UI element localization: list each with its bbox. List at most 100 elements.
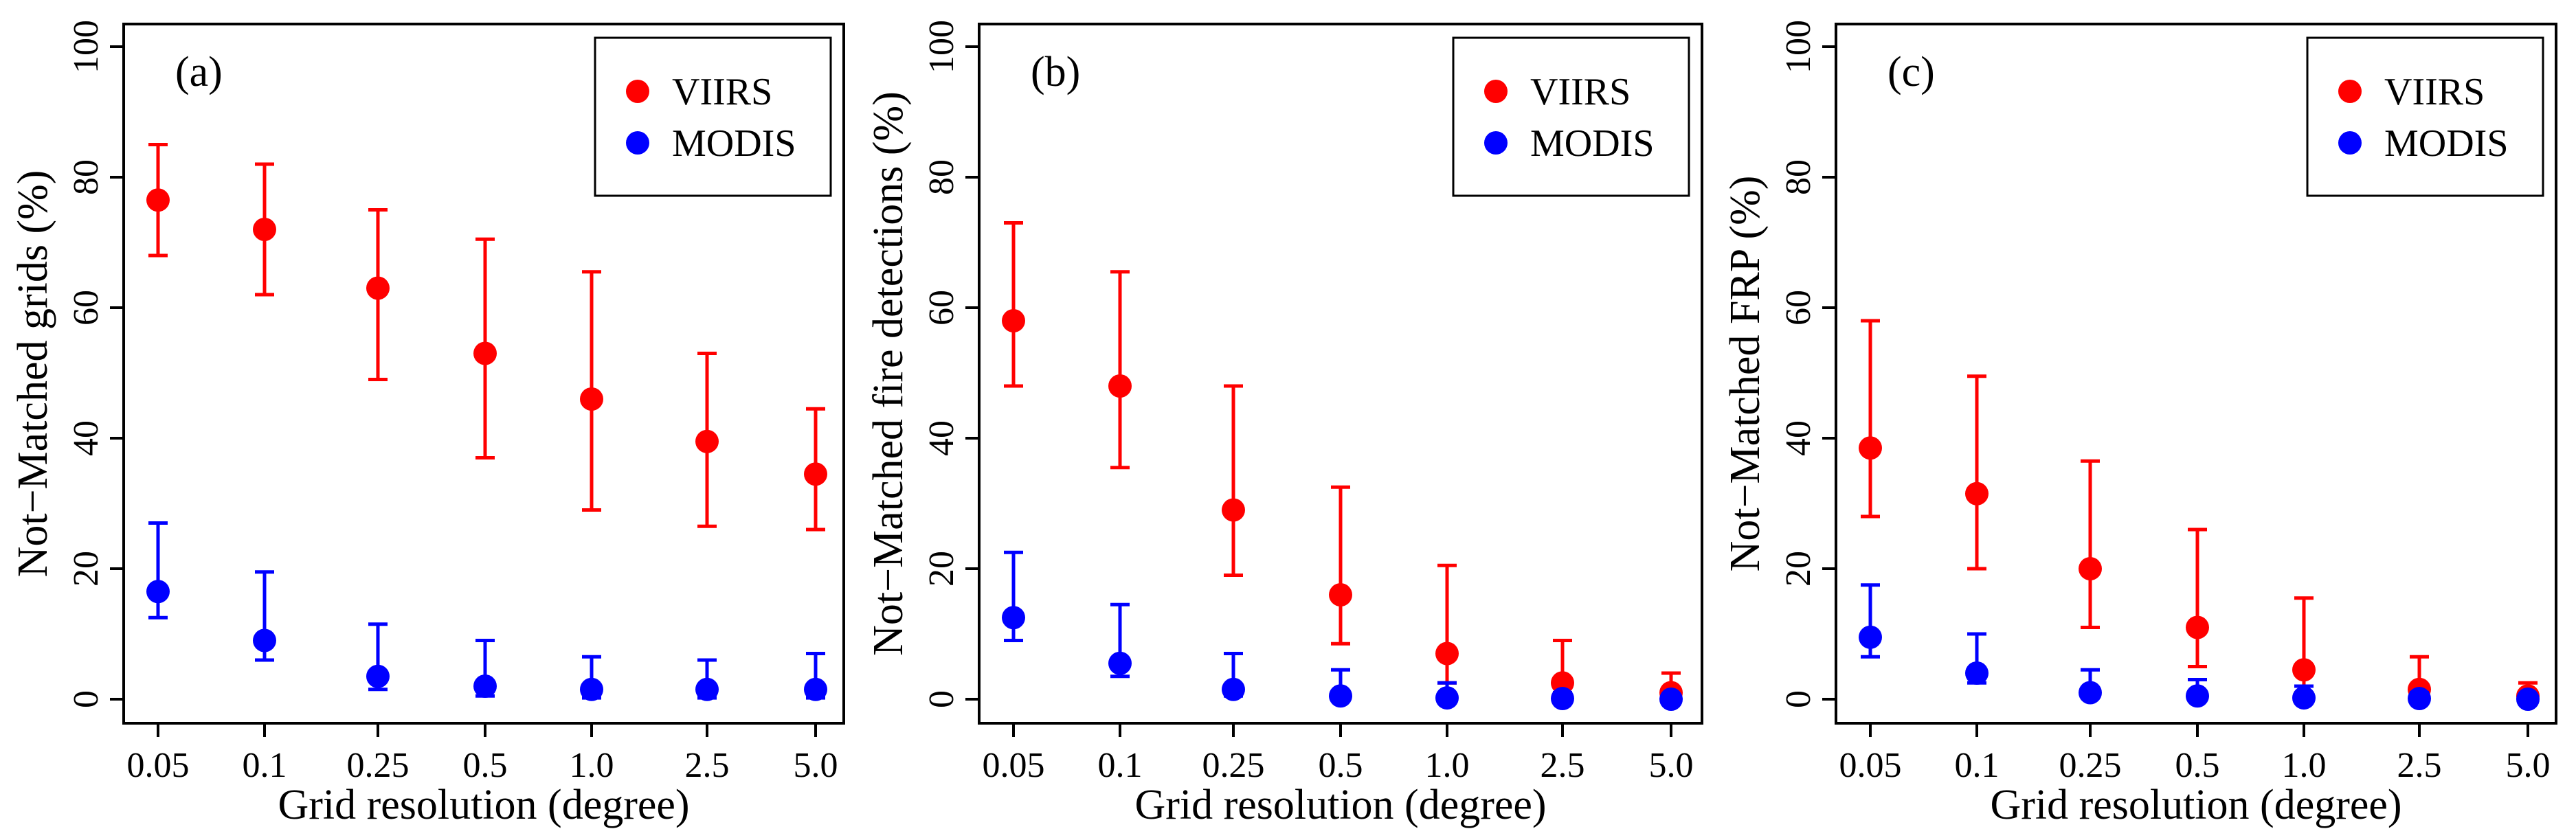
x-tick-label: 5.0 <box>1649 746 1694 785</box>
legend-label-modis: MODIS <box>1530 122 1654 165</box>
panel-label: (b) <box>1031 49 1080 95</box>
y-axis-title: Not−Matched FRP (%) <box>1722 176 1769 572</box>
modis-point <box>1222 677 1245 701</box>
x-tick-label: 1.0 <box>1425 746 1470 785</box>
modis-point <box>146 580 170 604</box>
x-tick-label: 0.5 <box>1319 746 1363 785</box>
x-tick-label: 5.0 <box>2506 746 2551 785</box>
y-tick-label: 80 <box>922 159 961 195</box>
x-tick-label: 0.05 <box>127 746 190 785</box>
y-tick-label: 0 <box>1779 690 1818 708</box>
modis-point <box>366 664 390 688</box>
x-axis-title: Grid resolution (degree) <box>1134 782 1546 828</box>
panel-a: 0 20 40 60 80 100 0.05 0.1 0.25 0.5 1.0 2.5 5.0 Grid … <box>10 20 845 828</box>
modis-point <box>253 628 276 652</box>
x-axis-title: Grid resolution (degree) <box>1990 782 2401 828</box>
x-axis-title: Grid resolution (degree) <box>278 782 689 828</box>
viirs-point <box>1435 642 1459 666</box>
y-tick-label: 40 <box>67 420 106 456</box>
modis-point <box>1551 687 1574 711</box>
legend-marker-modis <box>2338 131 2362 155</box>
y-tick-label: 0 <box>922 690 961 708</box>
legend-box <box>2306 36 2544 197</box>
modis-point <box>580 677 603 701</box>
legend-label-viirs: VIIRS <box>2384 71 2485 113</box>
viirs-point <box>1329 583 1352 606</box>
viirs-point <box>580 387 603 411</box>
viirs-point <box>1002 309 1025 332</box>
y-tick-label: 60 <box>67 290 106 326</box>
y-tick-label: 20 <box>67 551 106 587</box>
viirs-point <box>695 429 719 453</box>
x-tick-label: 0.5 <box>463 746 508 785</box>
modis-point <box>2292 686 2316 710</box>
y-tick-label: 40 <box>1779 420 1818 456</box>
viirs-point <box>1859 436 1882 460</box>
y-tick-label: 40 <box>922 420 961 456</box>
legend-box <box>1452 36 1690 197</box>
viirs-point <box>804 462 827 486</box>
y-axis-title: Not−Matched grids (%) <box>10 170 56 578</box>
x-tick-label: 5.0 <box>794 746 838 785</box>
panel-label: (a) <box>175 49 223 95</box>
panel-b: 0 20 40 60 80 100 0.05 0.1 0.25 0.5 1.0 2.5 5.0 Grid … <box>865 20 1703 828</box>
x-tick-label: 0.25 <box>1202 746 1265 785</box>
y-tick-label: 0 <box>67 690 106 708</box>
panel-label: (c) <box>1888 49 1935 95</box>
legend-marker-viirs <box>1484 80 1508 103</box>
viirs-point <box>1222 498 1245 522</box>
legend-box <box>594 36 832 197</box>
x-tick-label: 0.1 <box>1098 746 1143 785</box>
modis-point <box>1859 625 1882 649</box>
legend-marker-viirs <box>2338 80 2362 103</box>
x-tick-label: 0.05 <box>1839 746 1902 785</box>
viirs-point <box>473 341 497 365</box>
x-tick-label: 1.0 <box>2282 746 2327 785</box>
x-tick-label: 0.25 <box>2059 746 2122 785</box>
y-tick-label: 20 <box>1779 551 1818 587</box>
modis-point <box>1002 606 1025 630</box>
x-tick-label: 1.0 <box>570 746 614 785</box>
legend-label-modis: MODIS <box>2384 122 2508 165</box>
panel-c: 0 20 40 60 80 100 0.05 0.1 0.25 0.5 1.0 2.5 5.0 Grid … <box>1722 20 2557 828</box>
modis-point <box>1965 661 1989 685</box>
modis-point <box>1108 651 1132 675</box>
legend-marker-viirs <box>626 80 649 103</box>
y-tick-label: 20 <box>922 551 961 587</box>
x-tick-label: 0.5 <box>2175 746 2220 785</box>
modis-point <box>1435 686 1459 710</box>
legend-marker-modis <box>626 131 649 155</box>
viirs-point <box>253 218 276 241</box>
y-tick-label: 60 <box>1779 290 1818 326</box>
legend-label-modis: MODIS <box>672 122 796 165</box>
x-tick-label: 0.1 <box>1955 746 2000 785</box>
modis-point <box>2516 688 2540 711</box>
viirs-point <box>2079 557 2102 580</box>
legend-label-viirs: VIIRS <box>1530 71 1631 113</box>
viirs-point <box>2292 658 2316 682</box>
y-tick-label: 100 <box>67 20 106 73</box>
y-tick-label: 60 <box>922 290 961 326</box>
legend-marker-modis <box>1484 131 1508 155</box>
x-tick-label: 0.05 <box>983 746 1045 785</box>
x-tick-label: 0.25 <box>347 746 410 785</box>
modis-point <box>1659 688 1683 711</box>
y-tick-label: 80 <box>67 159 106 195</box>
y-axis-title: Not−Matched fire detections (%) <box>865 91 912 656</box>
modis-point <box>804 677 827 701</box>
modis-point <box>695 677 719 701</box>
viirs-point <box>1108 374 1132 398</box>
viirs-point <box>146 188 170 212</box>
y-tick-label: 100 <box>922 20 961 73</box>
x-tick-label: 2.5 <box>1541 746 1585 785</box>
viirs-point <box>366 276 390 300</box>
viirs-point <box>2186 615 2209 639</box>
modis-point <box>473 674 497 698</box>
modis-point <box>2079 681 2102 705</box>
legend-label-viirs: VIIRS <box>672 71 772 113</box>
viirs-point <box>1965 481 1989 506</box>
x-tick-label: 0.1 <box>243 746 287 785</box>
modis-point <box>1329 684 1352 708</box>
x-tick-label: 2.5 <box>685 746 730 785</box>
